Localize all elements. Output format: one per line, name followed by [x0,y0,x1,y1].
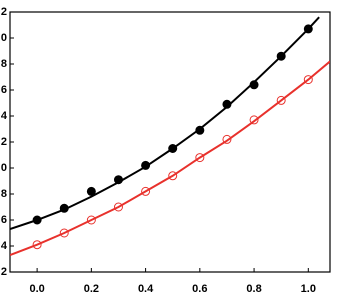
plot-frame [9,11,331,273]
data-point [141,186,151,196]
y-tick-label: 6 [1,84,7,96]
y-tick-label: 4 [1,240,8,252]
x-tick-label: 1.0 [301,283,316,295]
y-tick-label: 0 [1,162,7,174]
data-point [86,186,96,196]
plot-area [10,16,330,257]
data-point [113,202,123,212]
x-tick-label: 0.0 [29,283,44,295]
y-tick-label: 8 [1,188,7,200]
data-point [86,215,96,225]
data-point [303,75,313,85]
data-point [59,228,69,238]
fit-curve [10,60,330,257]
y-tick-label: 2 [1,136,7,148]
y-tick-label: 6 [1,214,7,226]
fit-curve [10,16,320,231]
data-point [195,153,205,163]
x-tick-label: 0.8 [246,283,261,295]
y-tick-label: 0 [1,32,7,44]
y-tick-label: 2 [1,6,7,18]
data-point [222,134,232,144]
data-point [249,115,259,125]
x-tick-label: 0.2 [84,283,99,295]
data-point [168,171,178,181]
data-point [32,240,42,250]
y-tick-label: 8 [1,58,7,70]
y-tick-label: 2 [1,266,7,278]
y-tick-label: 4 [1,110,8,122]
x-tick-label: 0.6 [192,283,207,295]
data-point [276,95,286,105]
x-tick-label: 0.4 [138,283,154,295]
